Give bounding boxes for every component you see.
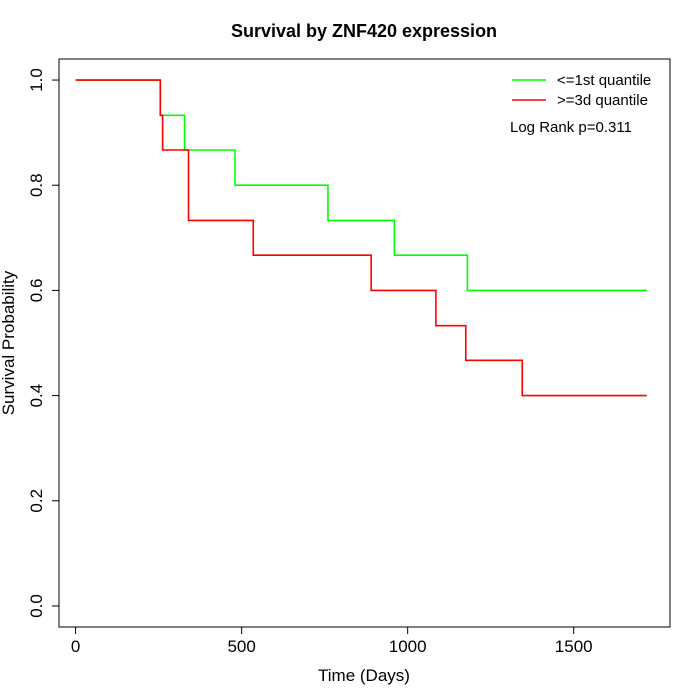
x-tick-label: 1500 [555, 637, 593, 656]
plot-frame [58, 58, 671, 628]
legend-label: >=3d quantile [557, 92, 648, 109]
series-layer [75, 79, 647, 397]
y-tick-label: 0.2 [27, 489, 46, 513]
legend-label: <=1st quantile [557, 72, 651, 89]
y-axis: 0.0 0.2 0.4 0.6 0.8 1.0 [27, 68, 60, 618]
y-axis-label: Survival Probability [0, 270, 18, 415]
y-tick-label: 0.4 [27, 384, 46, 408]
x-tick-label: 0 [71, 637, 80, 656]
y-tick-label: 0.6 [27, 279, 46, 303]
x-axis: 0 500 1000 1500 [71, 626, 593, 656]
x-axis-label: Time (Days) [318, 666, 410, 685]
series-2-curve [75, 79, 647, 397]
chart-title: Survival by ZNF420 expression [231, 21, 497, 41]
series-1-curve [75, 79, 647, 292]
y-tick-label: 0.0 [27, 594, 46, 618]
log-rank-annotation: Log Rank p=0.311 [510, 119, 632, 136]
x-tick-label: 1000 [389, 637, 427, 656]
y-tick-label: 0.8 [27, 173, 46, 197]
legend: <=1st quantile >=3d quantile [512, 72, 651, 109]
x-tick-label: 500 [227, 637, 255, 656]
y-tick-label: 1.0 [27, 68, 46, 92]
